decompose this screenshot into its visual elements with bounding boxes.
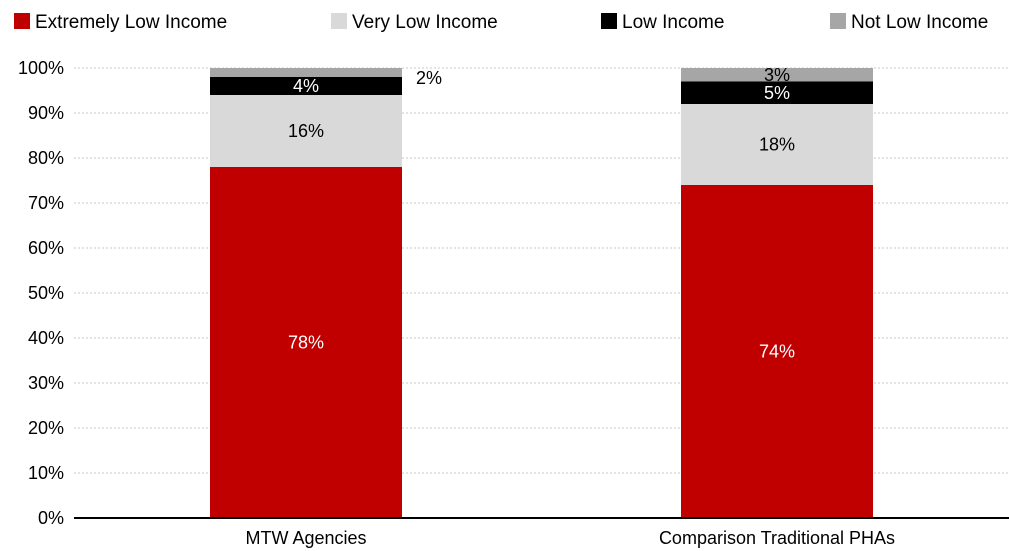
y-tick-label: 60% xyxy=(28,238,64,258)
legend-label-low-income: Low Income xyxy=(622,12,724,33)
bar-segment-not-low-income xyxy=(681,68,873,82)
bar-segment-very-low-income xyxy=(681,104,873,185)
x-category-label: MTW Agencies xyxy=(245,528,366,548)
bar-segment-very-low-income xyxy=(210,95,402,167)
legend-swatch-extremely-low-income xyxy=(14,13,30,29)
legend-label-not-low-income: Not Low Income xyxy=(851,12,988,33)
legend-swatch-low-income xyxy=(601,13,617,29)
data-label: 78% xyxy=(288,333,324,353)
data-label: 4% xyxy=(293,76,319,96)
bar-segment-low-income xyxy=(681,81,873,104)
bar-segment-low-income xyxy=(210,77,402,95)
legend-swatch-very-low-income xyxy=(331,13,347,29)
legend-label-very-low-income: Very Low Income xyxy=(352,12,498,33)
data-label: 3% xyxy=(764,65,790,85)
bars: 78% 16% 4% 2% 74% 18% 5%3% xyxy=(210,65,873,518)
bar-segment-not-low-income xyxy=(210,68,402,77)
data-label: 18% xyxy=(759,135,795,155)
y-axis: 0% 10% 20% 30% 40% 50% 60% 70% 80% 90% 100% xyxy=(18,58,64,528)
y-tick-label: 10% xyxy=(28,463,64,483)
legend-label-extremely-low-income: Extremely Low Income xyxy=(35,12,227,33)
y-tick-label: 50% xyxy=(28,283,64,303)
bar-segment-extremely-low-income xyxy=(210,167,402,518)
y-tick-label: 30% xyxy=(28,373,64,393)
legend-swatch-not-low-income xyxy=(830,13,846,29)
y-tick-label: 90% xyxy=(28,103,64,123)
y-tick-label: 40% xyxy=(28,328,64,348)
y-tick-label: 80% xyxy=(28,148,64,168)
legend: Extremely Low Income Very Low Income Low I… xyxy=(14,12,988,33)
x-category-label: Comparison Traditional PHAs xyxy=(659,528,895,548)
data-label: 2% xyxy=(416,68,442,88)
data-label: 5% xyxy=(764,83,790,103)
y-tick-label: 20% xyxy=(28,418,64,438)
x-axis: MTW Agencies Comparison Traditional PHAs xyxy=(74,517,1009,548)
data-label: 16% xyxy=(288,121,324,141)
data-label: 74% xyxy=(759,342,795,362)
y-tick-label: 100% xyxy=(18,58,64,78)
bar-segment-extremely-low-income xyxy=(681,185,873,518)
y-tick-label: 0% xyxy=(38,508,64,528)
y-tick-label: 70% xyxy=(28,193,64,213)
